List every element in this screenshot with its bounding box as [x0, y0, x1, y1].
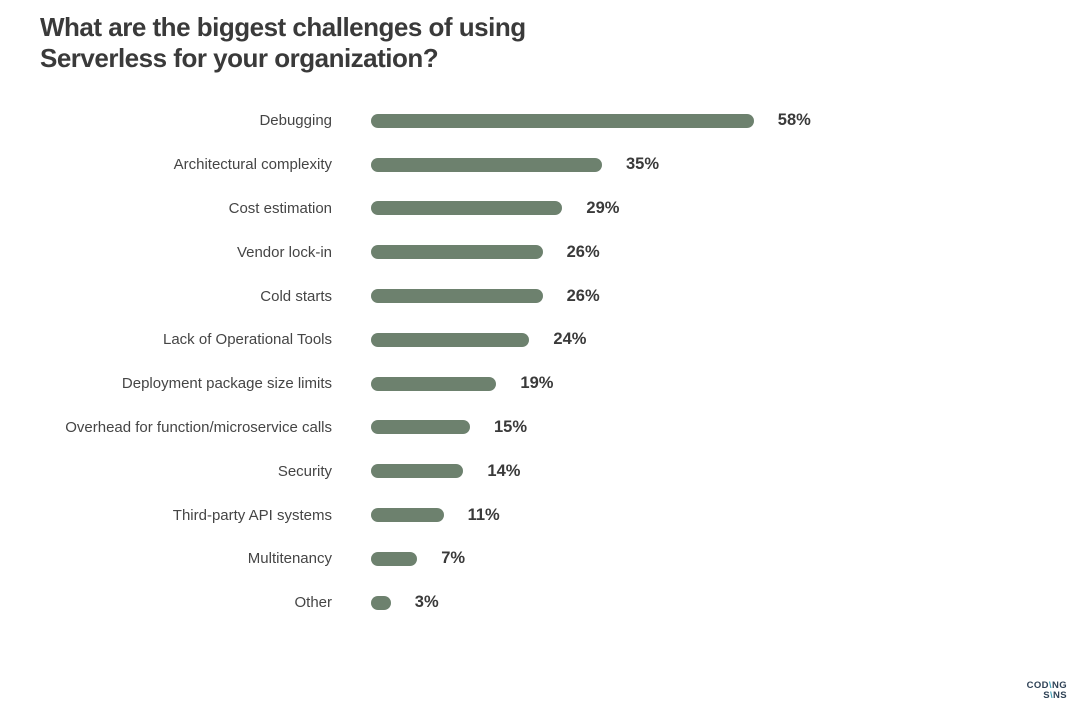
bar-area: 19%: [371, 374, 1080, 393]
category-label: Architectural complexity: [173, 156, 332, 174]
bar: [371, 113, 754, 128]
bar: [371, 595, 391, 610]
value-label: 29%: [586, 198, 620, 217]
bar: [371, 464, 464, 479]
bar: [371, 420, 470, 435]
bar: [371, 376, 497, 391]
bar-area: 15%: [371, 418, 1080, 437]
bar: [371, 508, 444, 523]
value-label: 19%: [520, 374, 554, 393]
value-label: 7%: [441, 549, 466, 568]
value-label: 24%: [553, 330, 587, 349]
chart-row: Architectural complexity 35%: [0, 143, 1080, 187]
bar-area: 26%: [371, 243, 1080, 262]
chart-row: Overhead for function/microservice calls…: [0, 406, 1080, 450]
value-label: 35%: [626, 155, 660, 174]
bar-area: 58%: [371, 111, 1080, 130]
bar-area: 24%: [371, 330, 1080, 349]
bar-area: 35%: [371, 155, 1080, 174]
bar: [371, 201, 563, 216]
logo-text: S: [1043, 690, 1050, 702]
category-label: Other: [294, 594, 332, 612]
chart-title: What are the biggest challenges of using…: [40, 12, 526, 73]
bar: [371, 551, 418, 566]
chart-row: Vendor lock-in 26%: [0, 230, 1080, 274]
chart-row: Security 14%: [0, 449, 1080, 493]
category-label: Debugging: [259, 112, 332, 130]
bar: [371, 157, 602, 172]
logo-line-1: COD\NG: [1027, 681, 1067, 691]
value-label: 26%: [566, 286, 600, 305]
chart-row: Cost estimation 29%: [0, 187, 1080, 231]
category-label: Cost estimation: [228, 199, 332, 217]
chart-row: Other 3%: [0, 581, 1080, 625]
bar-area: 11%: [371, 506, 1080, 525]
chart-row: Cold starts 26%: [0, 274, 1080, 318]
chart-row: Debugging 58%: [0, 99, 1080, 143]
logo-text: NS: [1053, 690, 1067, 702]
bar: [371, 245, 543, 260]
chart-row: Deployment package size limits 19%: [0, 362, 1080, 406]
bar: [371, 289, 543, 304]
category-label: Cold starts: [260, 287, 332, 305]
category-label: Multitenancy: [247, 550, 332, 568]
category-label: Deployment package size limits: [121, 375, 332, 393]
logo-line-2: S\NS: [1027, 691, 1067, 701]
value-label: 14%: [487, 461, 521, 480]
category-label: Vendor lock-in: [236, 243, 332, 261]
bar: [371, 332, 530, 347]
value-label: 15%: [494, 417, 528, 436]
value-label: 58%: [777, 111, 811, 130]
category-label: Security: [277, 462, 332, 480]
logo-text: COD: [1026, 680, 1049, 692]
chart-row: Multitenancy 7%: [0, 537, 1080, 581]
bar-area: 14%: [371, 462, 1080, 481]
logo-slash-icon: \: [1048, 680, 1052, 692]
value-label: 11%: [467, 505, 500, 524]
category-label: Overhead for function/microservice calls: [65, 418, 332, 436]
bar-area: 7%: [371, 549, 1080, 568]
logo-text: NG: [1051, 680, 1067, 692]
value-label: 3%: [414, 593, 439, 612]
category-label: Third-party API systems: [172, 506, 332, 524]
bar-area: 3%: [371, 593, 1080, 612]
logo-slash-icon: \: [1049, 690, 1053, 702]
bar-area: 29%: [371, 199, 1080, 218]
value-label: 26%: [566, 242, 600, 261]
bar-area: 26%: [371, 287, 1080, 306]
category-label: Lack of Operational Tools: [163, 331, 332, 349]
bar-chart: Debugging 58% Architectural complexity 35% C…: [0, 99, 1080, 625]
chart-row: Third-party API systems 11%: [0, 493, 1080, 537]
chart-row: Lack of Operational Tools 24%: [0, 318, 1080, 362]
codingsans-logo: COD\NG S\NS: [1027, 681, 1067, 701]
